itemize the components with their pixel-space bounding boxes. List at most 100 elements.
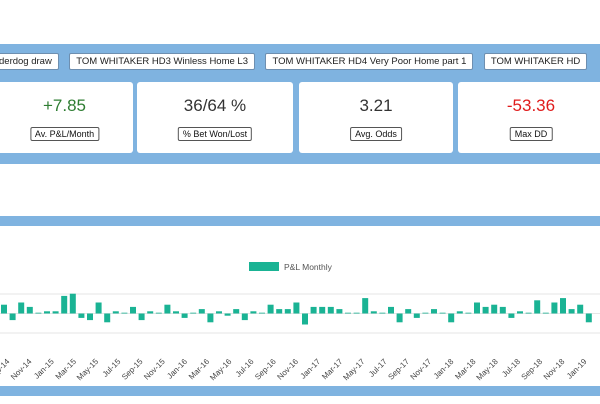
tab-underdog-draw[interactable]: derdog draw	[0, 53, 59, 70]
max-dd-card: -53.36 Max DD	[458, 82, 600, 153]
bar	[35, 312, 42, 314]
bet-won-lost-label: % Bet Won/Lost	[177, 127, 253, 141]
bar	[508, 313, 515, 318]
legend-label: P&L Monthly	[284, 262, 333, 272]
bar	[491, 304, 498, 314]
x-tick-label: Jan-19	[565, 357, 589, 381]
x-tick-label: Mar-17	[320, 357, 345, 382]
bar	[138, 313, 145, 321]
x-tick-label: Nov-18	[542, 357, 567, 382]
x-tick-label: Sep-15	[120, 357, 145, 382]
bar	[44, 311, 50, 314]
pl-monthly-chart: P&L Monthly Sep-14Nov-14Jan-15Mar-15May-…	[0, 262, 600, 383]
legend-swatch	[249, 262, 279, 271]
bar	[18, 302, 25, 314]
bar	[302, 313, 308, 325]
bar	[474, 302, 480, 314]
avg-pl-card: +7.85 Av. P&L/Month	[0, 82, 133, 153]
system-tabs: derdog draw TOM WHITAKER HD3 Winless Hom…	[0, 53, 593, 71]
tab-hd4-very-poor-home[interactable]: TOM WHITAKER HD4 Very Poor Home part 1	[265, 53, 474, 70]
bar	[551, 302, 558, 314]
bar	[362, 298, 369, 314]
bar	[327, 306, 334, 314]
bar	[181, 313, 188, 318]
bet-won-lost-value: 36/64 %	[183, 96, 247, 115]
bar	[95, 302, 102, 314]
chart-bars	[1, 293, 592, 325]
bar	[190, 312, 197, 314]
x-tick-label: May-18	[475, 357, 501, 383]
bar	[396, 313, 403, 323]
bar	[267, 304, 274, 314]
bar	[1, 304, 7, 314]
bar	[456, 311, 463, 314]
max-dd-value: -53.36	[506, 96, 556, 115]
bar	[439, 312, 446, 314]
x-tick-label: May-15	[75, 357, 101, 383]
avg-pl-label: Av. P&L/Month	[29, 127, 100, 141]
tab-hd3-winless-home[interactable]: TOM WHITAKER HD3 Winless Home L3	[69, 53, 255, 70]
bar	[284, 309, 291, 314]
bar	[52, 311, 59, 314]
bar	[431, 309, 437, 314]
bar	[250, 311, 257, 314]
bar	[319, 306, 326, 314]
bar	[207, 313, 214, 323]
divider-band	[0, 216, 600, 226]
x-tick-label: Sep-16	[253, 357, 278, 382]
bar	[370, 311, 377, 314]
bar	[336, 309, 343, 314]
chart-legend[interactable]: P&L Monthly	[249, 262, 333, 272]
bar	[130, 306, 136, 314]
bar	[241, 313, 248, 321]
avg-pl-value: +7.85	[42, 96, 86, 115]
bar	[353, 312, 360, 314]
bar	[465, 312, 472, 314]
avg-odds-value: 3.21	[359, 96, 393, 115]
x-tick-label: May-17	[341, 357, 367, 383]
x-tick-label: Sep-17	[386, 357, 411, 382]
bar	[293, 302, 300, 314]
bar	[413, 313, 420, 318]
bar	[525, 312, 532, 314]
bar	[448, 313, 455, 323]
bar	[517, 311, 523, 314]
avg-odds-card: 3.21 Avg. Odds	[299, 82, 453, 153]
x-tick-label: Sep-14	[0, 357, 12, 382]
bar	[422, 312, 429, 314]
bar	[534, 300, 541, 314]
x-tick-label: Jan-16	[165, 357, 189, 381]
bar	[345, 312, 351, 314]
bar	[542, 312, 549, 314]
bar	[198, 309, 205, 314]
bar	[224, 313, 231, 316]
bar	[26, 306, 33, 314]
bar	[482, 306, 489, 314]
bar	[379, 312, 386, 314]
bar	[560, 298, 566, 314]
bar	[499, 306, 506, 314]
x-tick-label: Mar-16	[187, 357, 212, 382]
bar	[155, 312, 162, 314]
x-tick-label: Mar-18	[453, 357, 478, 382]
max-dd-label: Max DD	[509, 127, 553, 141]
bar	[310, 306, 317, 314]
bar	[112, 311, 119, 314]
x-tick-label: May-16	[208, 357, 234, 383]
footer-band	[0, 386, 600, 396]
x-tick-label: Sep-18	[520, 357, 545, 382]
bar	[577, 304, 584, 314]
tab-hd-next[interactable]: TOM WHITAKER HD	[483, 53, 588, 70]
bar	[216, 311, 222, 314]
bar	[121, 312, 128, 314]
bar	[173, 311, 179, 314]
x-tick-label: Jan-18	[432, 357, 456, 381]
bar	[87, 313, 93, 321]
bar	[104, 313, 111, 323]
bar	[164, 304, 171, 314]
avg-odds-label: Avg. Odds	[350, 127, 402, 141]
bar	[259, 312, 265, 314]
x-tick-label: Nov-16	[275, 357, 300, 382]
bar	[388, 306, 394, 314]
